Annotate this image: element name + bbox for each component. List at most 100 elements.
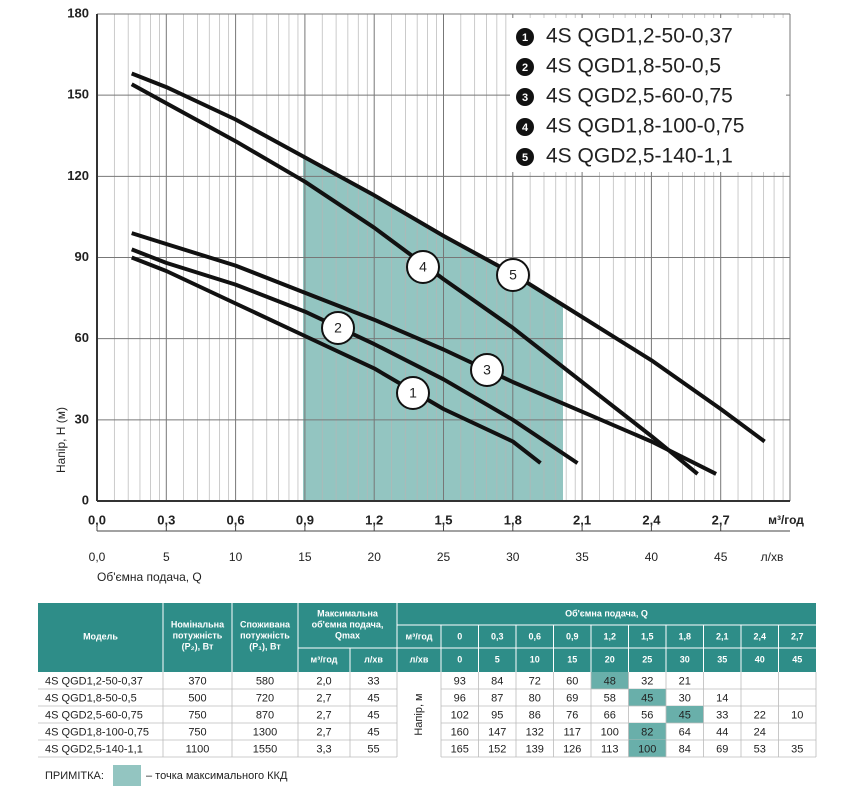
- x-tick-label: 2,4: [642, 512, 661, 527]
- table-cell: 45: [679, 709, 691, 721]
- legend-bullet-label: 1: [522, 32, 528, 44]
- header-text: 5: [495, 654, 500, 664]
- header-text: 35: [717, 654, 727, 664]
- head-label: Напір, м: [413, 693, 425, 735]
- x-tick-label: 1,8: [504, 512, 522, 527]
- curve-marker: [470, 353, 504, 387]
- table-cell: 370: [188, 675, 206, 687]
- table-cell: 96: [454, 692, 466, 704]
- table-cell: 126: [563, 743, 581, 755]
- x2-unit: л/хв: [761, 550, 784, 564]
- table-cell: 45: [367, 692, 379, 704]
- table-cell: 113: [601, 743, 619, 755]
- x2-tick-label: 45: [714, 550, 728, 564]
- curve-marker-label: 4: [419, 259, 427, 275]
- table-cell: 93: [454, 675, 466, 687]
- pump-curve: [130, 82, 699, 476]
- header-text: 1,5: [641, 631, 654, 641]
- header-text: 2,4: [753, 631, 766, 641]
- legend-bullet: [516, 118, 534, 136]
- header-text: 0: [457, 654, 462, 664]
- header-text: м³/год: [311, 654, 338, 664]
- highlight-cell: [591, 672, 629, 689]
- header-text: м³/год: [406, 631, 433, 641]
- table-cell: 30: [679, 692, 691, 704]
- header-text: 40: [755, 654, 765, 664]
- header-text: Qmax: [335, 630, 360, 640]
- table-cell: 2,7: [316, 726, 331, 738]
- table-cell: 80: [529, 692, 541, 704]
- x2-tick-label: 35: [575, 550, 589, 564]
- table-cell: 48: [604, 675, 616, 687]
- header-text: Об'ємна подача, Q: [565, 608, 648, 618]
- legend-bullet: [516, 148, 534, 166]
- table-cell: 2,0: [316, 675, 331, 687]
- legend: 1 4S QGD1,2-50-0,37 2 4S QGD1,8-50-0,5 3 4S Q…: [516, 25, 744, 168]
- header-text: 0,3: [491, 631, 504, 641]
- table-cell: 117: [563, 726, 581, 738]
- table-cell: 35: [791, 743, 803, 755]
- table-cell: 55: [367, 743, 379, 755]
- table-cell: 4S QGD2,5-140-1,1: [45, 743, 143, 755]
- table-cell: 69: [716, 743, 728, 755]
- x2-tick-label: 40: [645, 550, 659, 564]
- table-cell: 32: [641, 675, 653, 687]
- table-cell: 56: [641, 709, 653, 721]
- table-cell: 76: [566, 709, 578, 721]
- note-label: ПРИМІТКА:: [45, 770, 104, 782]
- curve-marker: [496, 258, 530, 292]
- header-text: 1,8: [678, 631, 691, 641]
- curve-marker: [321, 311, 355, 345]
- table-cell: 86: [529, 709, 541, 721]
- header-text: 1,2: [603, 631, 616, 641]
- header-text: 0,9: [566, 631, 579, 641]
- legend-bullet-label: 2: [522, 62, 528, 74]
- efficiency-zone: [303, 157, 563, 501]
- table-cell: 139: [526, 743, 544, 755]
- table-cell: 45: [367, 709, 379, 721]
- table-cell: 33: [716, 709, 728, 721]
- x-axis-title: Об'ємна подача, Q: [97, 570, 202, 584]
- header-text: 2,1: [716, 631, 729, 641]
- table-cell: 100: [638, 743, 656, 755]
- header-text: Модель: [83, 631, 118, 641]
- x-tick-label: 0,3: [157, 512, 175, 527]
- header-text: 30: [680, 654, 690, 664]
- table-cell: 132: [526, 726, 544, 738]
- header-text: потужність: [173, 630, 223, 640]
- header-text: л/хв: [364, 654, 383, 664]
- table-cell: 64: [679, 726, 691, 738]
- highlight-cell: [628, 740, 666, 757]
- header-text: об'ємна подача,: [312, 619, 384, 629]
- curve-marker: [406, 250, 440, 284]
- highlight-cell: [628, 723, 666, 740]
- header-text: 45: [792, 654, 802, 664]
- curve-marker: [396, 376, 430, 410]
- table-cell: 82: [641, 726, 653, 738]
- curve-marker-label: 3: [483, 362, 491, 378]
- curves: 1 2 3 4 5: [130, 71, 766, 476]
- header-text: Споживана: [240, 619, 291, 629]
- x-tick-label: 2,7: [712, 512, 730, 527]
- header-bg: [38, 603, 816, 672]
- legend-bullet: [516, 88, 534, 106]
- curve-marker-label: 1: [409, 385, 417, 401]
- table-cell: 58: [604, 692, 616, 704]
- header-text: 0: [457, 631, 462, 641]
- table-cell: 33: [367, 675, 379, 687]
- x2-tick-label: 25: [437, 550, 451, 564]
- legend-label: 4S QGD1,8-50-0,5: [546, 55, 721, 78]
- y-tick-label: 120: [67, 168, 89, 183]
- legend-bullet: [516, 28, 534, 46]
- header-text: потужність: [240, 630, 290, 640]
- highlight-cell: [628, 689, 666, 706]
- header-text: 10: [530, 654, 540, 664]
- table-cell: 84: [679, 743, 691, 755]
- note-swatch: [113, 765, 141, 786]
- legend-bullet-label: 5: [522, 152, 528, 164]
- table-cell: 69: [566, 692, 578, 704]
- x-unit: м³/год: [768, 513, 804, 527]
- x-tick-label: 0,9: [296, 512, 314, 527]
